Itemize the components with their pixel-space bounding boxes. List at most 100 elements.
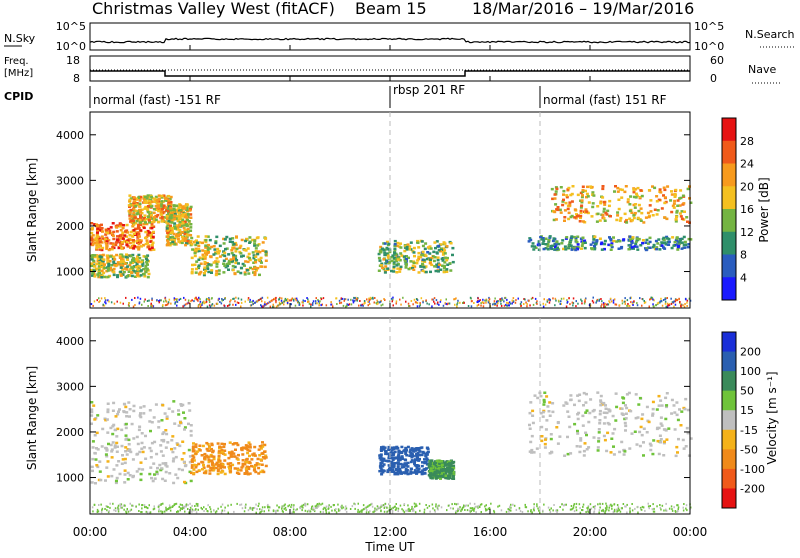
power-cell <box>682 202 686 205</box>
power-cell <box>395 271 399 274</box>
power-cell <box>237 297 240 300</box>
power-cell <box>114 241 118 244</box>
velocity-cell <box>361 510 363 513</box>
velocity-cell <box>192 468 196 471</box>
power-cell <box>165 214 169 218</box>
velocity-cell <box>160 419 164 422</box>
velocity-cell <box>420 453 424 456</box>
velocity-cell <box>313 510 316 513</box>
velocity-cell <box>132 504 134 507</box>
power-cell <box>603 242 607 246</box>
power-cell <box>383 251 387 254</box>
power-cell <box>119 264 123 267</box>
velocity-cell <box>659 441 663 444</box>
power-cell <box>178 222 182 225</box>
velocity-cell <box>533 394 537 397</box>
power-cell <box>379 300 382 303</box>
power-cell <box>206 251 210 255</box>
velocity-cell <box>378 465 382 468</box>
velocity-cell <box>174 503 176 505</box>
power-cell <box>652 305 655 308</box>
power-cell <box>246 247 250 250</box>
power-cell <box>204 238 208 242</box>
power-cell <box>405 257 408 261</box>
power-cell <box>611 300 613 303</box>
velocity-cell <box>626 511 628 514</box>
velocity-cell <box>452 507 454 510</box>
power-cell <box>186 227 190 231</box>
velocity-cell <box>105 448 109 451</box>
power-cell <box>655 304 658 307</box>
power-cell <box>217 269 221 272</box>
power-cell <box>478 300 480 303</box>
velocity-cell <box>417 470 421 474</box>
power-cell <box>558 208 562 212</box>
velocity-cell <box>217 459 221 462</box>
velocity-cell <box>101 509 103 512</box>
velocity-cell <box>115 476 119 480</box>
power-cell <box>231 268 235 272</box>
power-cell <box>420 240 424 243</box>
power-cell <box>503 300 505 303</box>
power-cell <box>183 215 187 219</box>
velocity-cell <box>301 509 303 512</box>
velocity-cell <box>640 417 644 421</box>
velocity-cell <box>300 505 302 508</box>
velocity-cell <box>117 410 120 413</box>
velocity-cell <box>564 503 566 506</box>
velocity-cell <box>404 447 408 450</box>
power-cell <box>224 265 228 269</box>
velocity-cell <box>404 467 408 471</box>
power-cell <box>119 266 123 269</box>
power-cell <box>576 235 580 238</box>
velocity-cell <box>189 434 193 437</box>
power-cell <box>129 208 133 212</box>
power-cell <box>233 265 237 269</box>
power-cell <box>536 302 538 305</box>
power-cell <box>409 241 413 244</box>
power-cell <box>566 300 569 303</box>
power-cell <box>132 205 136 208</box>
velocity-cell <box>165 465 169 468</box>
power-cell <box>104 230 108 233</box>
power-cell <box>672 206 676 209</box>
power-cell <box>677 244 681 248</box>
power-cell <box>182 227 186 230</box>
power-cell <box>679 215 683 218</box>
power-cell <box>557 242 561 246</box>
power-cell <box>346 305 348 307</box>
power-cell <box>115 226 119 229</box>
velocity-cell <box>302 503 305 506</box>
velocity-cell <box>245 469 249 473</box>
velocity-cell <box>572 506 575 509</box>
velocity-cell <box>542 400 546 404</box>
power-cell <box>121 226 125 230</box>
velocity-cell <box>624 429 627 432</box>
velocity-cell <box>406 445 410 449</box>
velocity-cell <box>598 509 601 512</box>
power-cell <box>154 195 158 199</box>
power-cell <box>143 214 147 217</box>
velocity-cell <box>619 510 622 513</box>
velocity-cell <box>656 439 660 443</box>
velocity-cell <box>223 459 227 462</box>
velocity-cell <box>616 504 619 506</box>
velocity-cell <box>217 451 221 455</box>
velocity-cell <box>677 437 680 441</box>
power-cell <box>335 297 337 300</box>
velocity-cell <box>216 472 220 476</box>
velocity-cell <box>601 502 604 505</box>
velocity-cell <box>367 505 369 508</box>
power-cell <box>494 302 496 305</box>
power-cell <box>234 243 238 247</box>
velocity-cell <box>599 394 603 398</box>
power-cell <box>673 241 677 244</box>
colorbar-swatch <box>722 140 736 164</box>
power-cell <box>137 248 141 251</box>
velocity-cell <box>415 466 419 470</box>
power-cell <box>93 254 97 257</box>
velocity-cell <box>477 505 479 508</box>
velocity-cell <box>374 507 376 510</box>
velocity-cell <box>252 507 254 509</box>
power-cell <box>98 240 102 244</box>
